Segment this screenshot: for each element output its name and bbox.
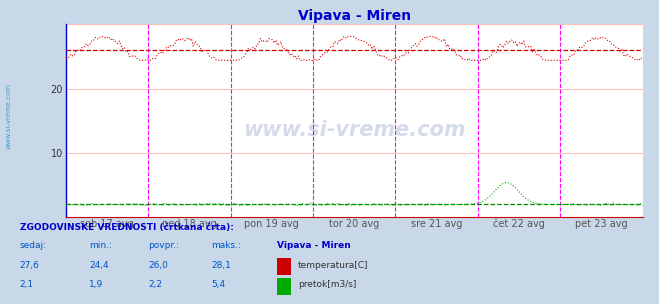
Text: 1,9: 1,9 bbox=[89, 280, 103, 289]
Text: pretok[m3/s]: pretok[m3/s] bbox=[298, 280, 357, 289]
Text: sedaj:: sedaj: bbox=[20, 241, 47, 250]
Text: 5,4: 5,4 bbox=[211, 280, 225, 289]
Text: 24,4: 24,4 bbox=[89, 261, 109, 270]
Text: temperatura[C]: temperatura[C] bbox=[298, 261, 368, 270]
Text: min.:: min.: bbox=[89, 241, 112, 250]
Text: 2,2: 2,2 bbox=[148, 280, 162, 289]
Text: Vipava - Miren: Vipava - Miren bbox=[277, 241, 351, 250]
Text: www.si-vreme.com: www.si-vreme.com bbox=[5, 82, 12, 149]
Title: Vipava - Miren: Vipava - Miren bbox=[298, 9, 411, 23]
Text: 28,1: 28,1 bbox=[211, 261, 231, 270]
Text: 27,6: 27,6 bbox=[20, 261, 40, 270]
Text: www.si-vreme.com: www.si-vreme.com bbox=[243, 120, 465, 140]
Text: maks.:: maks.: bbox=[211, 241, 241, 250]
Text: 26,0: 26,0 bbox=[148, 261, 168, 270]
Text: 2,1: 2,1 bbox=[20, 280, 34, 289]
Text: povpr.:: povpr.: bbox=[148, 241, 179, 250]
Text: ZGODOVINSKE VREDNOSTI (črtkana črta):: ZGODOVINSKE VREDNOSTI (črtkana črta): bbox=[20, 223, 234, 232]
